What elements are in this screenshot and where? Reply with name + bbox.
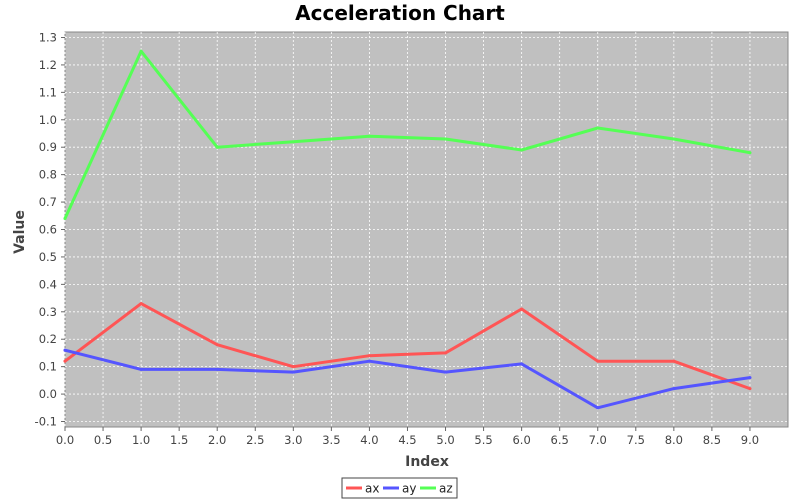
data-point-ax: [748, 387, 752, 391]
x-tick-label: 4.5: [398, 433, 416, 447]
data-point-ax: [520, 307, 524, 311]
y-tick-label: 0.5: [39, 250, 57, 264]
legend-label-az: az: [439, 482, 453, 496]
y-tick-label: 1.3: [39, 30, 57, 44]
x-tick-label: 6.5: [551, 433, 569, 447]
x-tick-label: 5.5: [474, 433, 492, 447]
x-tick-label: 5.0: [436, 433, 454, 447]
data-point-az: [367, 134, 371, 138]
data-point-ax: [444, 351, 448, 355]
y-tick-label: 0.9: [39, 140, 57, 154]
data-point-az: [444, 137, 448, 141]
series-line-az: [63, 49, 752, 220]
data-point-ay: [139, 367, 143, 371]
data-point-ax: [139, 302, 143, 306]
x-tick-label: 9.0: [741, 433, 759, 447]
legend-label-ay: ay: [402, 482, 416, 496]
data-point-az: [520, 148, 524, 152]
x-tick-label: 2.5: [246, 433, 264, 447]
x-tick-label: 4.0: [360, 433, 378, 447]
y-axis-label: Value: [12, 210, 28, 254]
axis-layer: 0.0 0.5 1.0 1.5 2.0 2.5 3.0 3.5 4.0 4.5 5.0 5.5 6.0 6…: [35, 30, 760, 447]
y-tick-label: 0.6: [39, 223, 57, 237]
y-tick-label: 0.4: [39, 277, 57, 291]
y-tick-label: 1.1: [39, 85, 57, 99]
y-tick-label: 0.3: [39, 305, 57, 319]
data-point-ax: [63, 359, 67, 363]
data-point-ay: [672, 387, 676, 391]
x-tick-label: 6.0: [512, 433, 530, 447]
data-point-ax: [596, 359, 600, 363]
data-point-ay: [215, 367, 219, 371]
x-tick-label: 7.5: [627, 433, 645, 447]
y-tick-label: 1.2: [39, 58, 57, 72]
data-point-az: [291, 140, 295, 144]
data-point-ay: [291, 370, 295, 374]
x-tick-label: 8.5: [703, 433, 721, 447]
x-tick-label: 3.5: [322, 433, 340, 447]
data-point-az: [748, 151, 752, 155]
data-point-ay: [444, 370, 448, 374]
data-point-ax: [367, 354, 371, 358]
data-point-ay: [520, 362, 524, 366]
y-tick-label: 1.0: [39, 113, 57, 127]
series-line-ay: [63, 348, 752, 410]
y-tick-label: 0.0: [39, 387, 57, 401]
y-tick-label: 0.1: [39, 360, 57, 374]
legend: ax ay az: [341, 477, 458, 499]
x-tick-label: 0.0: [56, 433, 74, 447]
x-tick-label: 1.0: [132, 433, 150, 447]
chart-title: Acceleration Chart: [295, 1, 505, 25]
y-tick-label: 0.8: [39, 168, 57, 182]
data-point-ax: [291, 365, 295, 369]
legend-label-ax: ax: [365, 482, 379, 496]
data-point-ax: [672, 359, 676, 363]
data-point-az: [672, 137, 676, 141]
data-point-az: [215, 145, 219, 149]
data-point-ay: [596, 406, 600, 410]
data-point-ay: [748, 376, 752, 380]
series-line-ax: [63, 302, 752, 391]
x-tick-label: 7.0: [589, 433, 607, 447]
x-axis-label: Index: [405, 454, 449, 470]
data-point-ay: [63, 348, 67, 352]
y-tick-label: 0.2: [39, 332, 57, 346]
x-tick-label: 3.0: [284, 433, 302, 447]
data-point-az: [596, 126, 600, 130]
data-point-az: [63, 217, 67, 221]
x-tick-label: 1.5: [170, 433, 188, 447]
data-point-ax: [215, 343, 219, 347]
x-tick-label: 0.5: [94, 433, 112, 447]
x-tick-label: 2.0: [208, 433, 226, 447]
x-tick-label: 8.0: [665, 433, 683, 447]
y-tick-label: -0.1: [35, 415, 57, 429]
data-point-ay: [367, 359, 371, 363]
legend-box: [341, 477, 458, 499]
series-layer: [63, 49, 752, 410]
data-point-az: [139, 49, 143, 53]
y-tick-label: 0.7: [39, 195, 57, 209]
